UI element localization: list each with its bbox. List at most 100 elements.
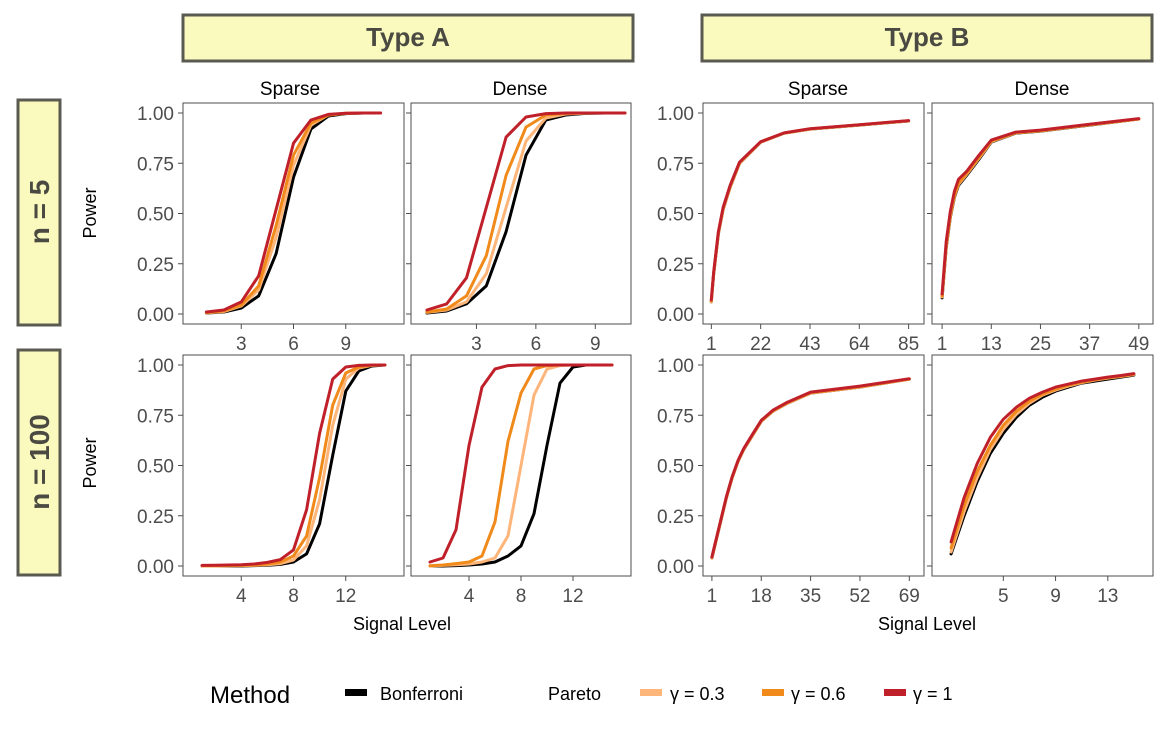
x-tick-label: 9 — [590, 334, 601, 355]
strip-type-b-label: Type B — [885, 22, 970, 52]
strip-type-a: Type A — [181, 13, 635, 63]
y-tick-label: 0.25 — [137, 255, 174, 276]
strip-n100: n = 100 — [16, 348, 62, 577]
y-axis-title-row1: Power — [80, 187, 100, 238]
y-tick-label: 0.00 — [137, 305, 174, 326]
y-tick-label: 0.00 — [657, 557, 694, 578]
legend-title: Method — [210, 682, 290, 709]
legend-label-gamma-1: γ = 1 — [913, 684, 953, 704]
legend-group-label: Pareto — [548, 684, 601, 704]
panel-type-b-sparse-n5: 0.00 0.25 0.50 0.75 1.00 1 22 43 64 85 — [657, 102, 925, 355]
series-line--1 — [425, 111, 627, 312]
x-tick-label: 4 — [464, 586, 475, 607]
x-tick-label: 35 — [800, 586, 821, 607]
series-line--1 — [710, 377, 911, 559]
panel-type-b-sparse-n100: 0.00 0.25 0.50 0.75 1.00 1 18 35 52 69 — [657, 354, 925, 607]
x-tick-label: 64 — [849, 334, 871, 355]
y-tick-label: 0.25 — [137, 507, 174, 528]
y-tick-label: 1.00 — [657, 356, 694, 377]
series-line--1 — [200, 363, 387, 567]
x-tick-label: 8 — [288, 586, 299, 607]
legend-key-bonferroni — [345, 689, 367, 696]
x-tick-label: 49 — [1128, 334, 1149, 355]
x-tick-label: 43 — [799, 334, 820, 355]
y-axis-title-row2: Power — [80, 437, 100, 488]
y-tick-label: 0.50 — [137, 457, 174, 478]
legend-label-gamma-0-6: γ = 0.6 — [791, 684, 846, 704]
x-tick-label: 9 — [1050, 586, 1061, 607]
strip-type-a-label: Type A — [366, 22, 450, 52]
y-tick-label: 0.25 — [657, 255, 694, 276]
y-tick-label: 1.00 — [657, 104, 694, 125]
x-tick-label: 3 — [471, 334, 482, 355]
x-tick-label: 1 — [707, 586, 718, 607]
series-line--1 — [949, 372, 1136, 544]
panel-type-a-sparse-n100: 0.00 0.25 0.50 0.75 1.00 4 8 12 — [137, 354, 405, 607]
y-tick-label: 0.75 — [137, 154, 174, 175]
x-tick-label: 3 — [236, 334, 247, 355]
y-tick-label: 1.00 — [137, 104, 174, 125]
panel-type-a-dense-n5: 3 6 9 — [406, 102, 632, 355]
legend-key-gamma-0-3 — [640, 689, 662, 696]
series-line--1 — [204, 111, 383, 314]
panel-frame — [931, 102, 1154, 325]
series-line--1 — [709, 119, 911, 302]
panel-type-a-dense-n100: 4 8 12 — [406, 354, 632, 607]
subtitle-b-dense: Dense — [1015, 79, 1070, 100]
legend-key-gamma-0-6 — [762, 689, 784, 696]
x-tick-label: 25 — [1030, 334, 1051, 355]
series-line--1 — [940, 117, 1141, 296]
y-tick-label: 0.75 — [657, 406, 694, 427]
x-tick-label: 8 — [516, 586, 527, 607]
strip-n5-label: n = 5 — [24, 180, 55, 245]
x-tick-label: 37 — [1079, 334, 1100, 355]
x-tick-label: 9 — [340, 334, 351, 355]
subtitle-a-sparse: Sparse — [260, 79, 320, 100]
strip-n5: n = 5 — [16, 98, 62, 327]
panel-frame — [182, 354, 405, 577]
x-tick-label: 1 — [937, 334, 948, 355]
x-tick-label: 52 — [849, 586, 870, 607]
strip-n100-label: n = 100 — [24, 414, 55, 510]
x-tick-label: 18 — [751, 586, 772, 607]
x-tick-label: 5 — [998, 586, 1009, 607]
y-tick-label: 0.75 — [657, 154, 694, 175]
legend-label-bonferroni: Bonferroni — [380, 684, 463, 704]
y-tick-label: 0.25 — [657, 507, 694, 528]
panel-frame — [702, 102, 925, 325]
x-tick-label: 13 — [1097, 586, 1118, 607]
subtitle-a-dense: Dense — [493, 79, 548, 100]
x-axis-title-type-b: Signal Level — [878, 614, 976, 634]
x-tick-label: 85 — [898, 334, 919, 355]
panels: 0.000.250.500.751.003 6 9 3 6 90.000.250.500.… — [137, 102, 1154, 607]
y-tick-label: 0.00 — [137, 557, 174, 578]
y-tick-label: 0.75 — [137, 406, 174, 427]
x-tick-label: 12 — [335, 586, 356, 607]
legend-label-gamma-0-3: γ = 0.3 — [670, 684, 725, 704]
x-tick-label: 13 — [981, 334, 1002, 355]
y-tick-label: 0.50 — [137, 205, 174, 226]
y-tick-label: 0.50 — [657, 457, 694, 478]
y-tick-label: 1.00 — [137, 356, 174, 377]
legend-key-gamma-1 — [884, 689, 906, 696]
strip-type-b: Type B — [700, 13, 1154, 63]
panel-type-b-dense-n5: 1 13 25 37 49 — [927, 102, 1154, 355]
series-line--1 — [428, 363, 614, 564]
panel-type-a-sparse-n5: 0.00 0.25 0.50 0.75 1.00 3 6 9 — [137, 102, 405, 355]
x-tick-label: 12 — [562, 586, 583, 607]
y-tick-label: 0.50 — [657, 205, 694, 226]
x-tick-label: 69 — [899, 586, 920, 607]
x-axis-title-type-a: Signal Level — [353, 614, 451, 634]
panel-frame — [931, 354, 1154, 577]
panel-type-b-dense-n100: 5 9 13 — [927, 354, 1154, 607]
subtitle-b-sparse: Sparse — [788, 79, 848, 100]
x-tick-label: 22 — [750, 334, 771, 355]
panel-frame — [182, 102, 405, 325]
legend: Method Bonferroni Pareto γ = 0.3 γ = 0.6… — [210, 682, 953, 709]
x-tick-label: 6 — [531, 334, 542, 355]
x-tick-label: 6 — [288, 334, 299, 355]
x-tick-label: 1 — [706, 334, 717, 355]
y-tick-label: 0.00 — [657, 305, 694, 326]
x-tick-label: 4 — [236, 586, 247, 607]
